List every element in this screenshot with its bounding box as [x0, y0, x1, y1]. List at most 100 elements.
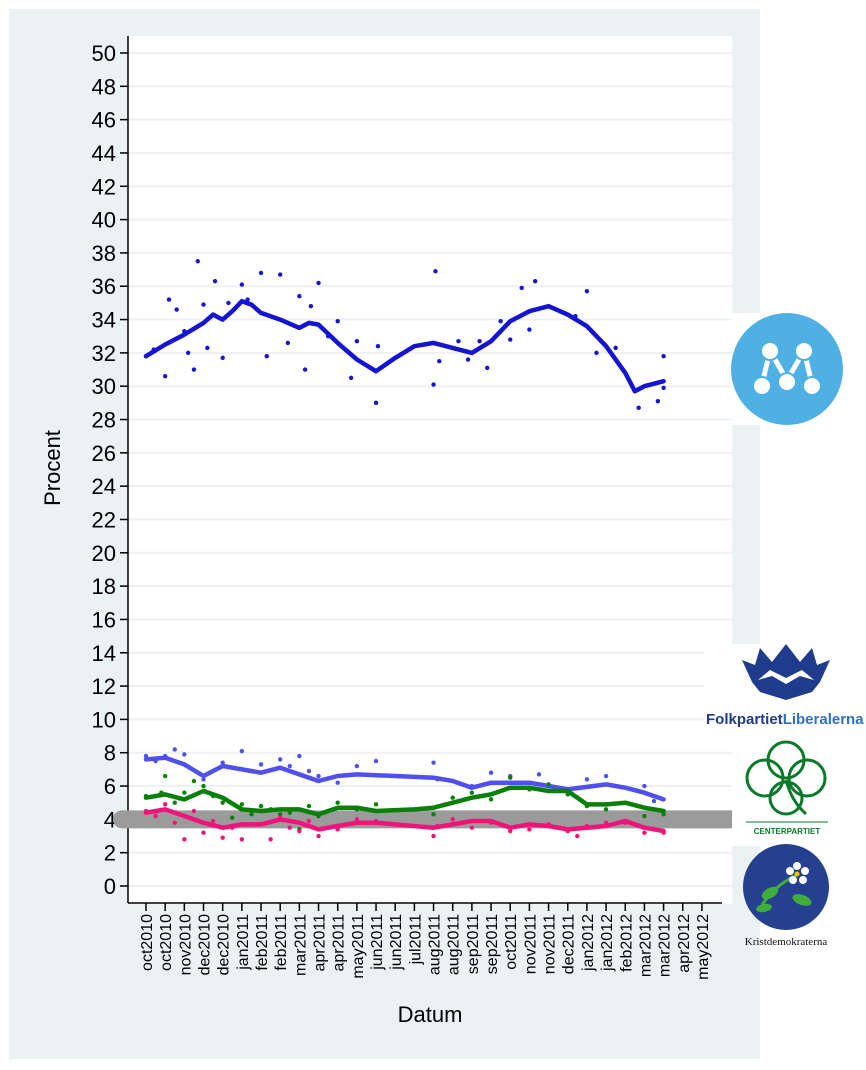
x-tick-label: feb2012: [618, 914, 635, 972]
x-tick-label: jun2011: [369, 914, 386, 971]
moderaterna-point: [661, 385, 666, 391]
moderaterna-point: [613, 345, 618, 351]
moderaterna-point: [485, 365, 490, 371]
centerpartiet-point: [306, 803, 312, 809]
moderaterna-point: [527, 327, 532, 332]
centerpartiet-logo: CENTERPARTIET: [732, 734, 866, 846]
centerpartiet-point: [431, 812, 436, 817]
x-tick-label: oct2010: [139, 914, 156, 971]
moderaterna-point: [584, 289, 590, 294]
y-tick-label: 18: [92, 574, 116, 599]
moderaterna-point: [519, 285, 524, 291]
x-tick-label: apr2011: [331, 914, 348, 972]
folkpartiet-point: [277, 757, 283, 762]
folkpartiet-logo-suffix: Liberalerna: [783, 711, 865, 728]
y-tick-label: 38: [92, 241, 116, 266]
folkpartiet-point: [182, 752, 187, 757]
kristdemokraterna-point: [191, 808, 197, 814]
moderaterna-point: [162, 374, 168, 379]
folkpartiet-point: [536, 772, 542, 777]
y-tick-label: 20: [92, 541, 116, 566]
kristdemokraterna-point: [306, 818, 312, 824]
x-tick-label: jan2012: [580, 914, 597, 972]
folkpartiet-point: [287, 763, 292, 769]
centerpartiet-point: [450, 795, 455, 800]
moderaterna-point: [375, 344, 381, 349]
centerpartiet-point: [508, 775, 513, 780]
x-tick-label: apr2012: [676, 914, 693, 973]
centerpartiet-point: [661, 812, 666, 817]
centerpartiet-point: [249, 812, 254, 817]
centerpartiet-point: [239, 802, 245, 807]
kristdemokraterna-logo-text: Kristdemokraterna: [745, 936, 828, 948]
kristdemokraterna-point: [450, 817, 455, 822]
moderaterna-point: [433, 269, 438, 274]
x-tick-label: jun2011: [388, 914, 405, 971]
moderaterna-point: [201, 302, 206, 307]
centerpartiet-point: [335, 800, 340, 805]
x-tick-label: feb2011: [254, 914, 271, 971]
y-tick-label: 44: [92, 141, 116, 166]
y-tick-label: 46: [92, 108, 116, 133]
centerpartiet-point: [191, 778, 197, 784]
kristdemokraterna-point: [153, 813, 158, 819]
x-axis-title: Datum: [398, 1002, 463, 1027]
kristdemokraterna-point: [172, 820, 177, 825]
x-tick-label: aug2011: [446, 914, 463, 975]
plot-area: [128, 36, 732, 904]
moderaterna-point: [205, 345, 210, 351]
folkpartiet-point: [258, 762, 264, 767]
centerpartiet-point: [162, 773, 168, 779]
x-tick-label: dec2010: [216, 914, 233, 975]
x-tick-label: feb2011: [273, 914, 290, 971]
centerpartiet-point: [220, 800, 225, 805]
folkpartiet-point: [201, 777, 206, 782]
y-tick-label: 50: [92, 41, 116, 66]
kristdemokraterna-series: [143, 802, 666, 842]
moderaterna-point: [456, 339, 461, 344]
moderaterna-point: [354, 339, 360, 344]
x-tick-label: oct2011: [503, 914, 520, 970]
y-axis-title: Procent: [40, 430, 65, 506]
moderaterna-point: [297, 294, 302, 299]
moderaterna-point: [285, 340, 291, 346]
y-tick-label: 26: [92, 441, 116, 466]
kristdemokraterna-point: [201, 830, 206, 835]
y-tick-label: 32: [92, 341, 116, 366]
moderaterna-point: [220, 355, 225, 361]
centerpartiet-point: [182, 790, 187, 795]
y-tick-label: 8: [104, 741, 116, 766]
moderaterna-point: [166, 297, 172, 302]
x-tick-label: oct2010: [158, 914, 175, 971]
y-tick-label: 0: [104, 874, 116, 899]
x-axis: oct2010 oct2010 nov2010 dec2010 dec2010 jan20…: [128, 902, 722, 980]
moderaterna-point: [212, 279, 218, 284]
y-tick-label: 40: [92, 208, 116, 233]
y-tick-label: 30: [92, 374, 116, 399]
x-tick-label: mar2011: [292, 914, 309, 976]
centerpartiet-point: [546, 782, 551, 787]
moderaterna-point: [277, 272, 283, 277]
moderaterna-point: [302, 367, 308, 372]
kristdemokraterna-point: [575, 833, 580, 839]
centerpartiet-trend-line: [143, 785, 666, 817]
y-tick-label: 36: [92, 274, 116, 299]
y-tick-label: 42: [92, 174, 116, 199]
y-tick-label: 6: [104, 774, 116, 799]
kristdemokraterna-point: [239, 837, 245, 842]
folkpartiet-point: [373, 758, 379, 764]
kristdemokraterna-point: [431, 833, 436, 839]
centerpartiet-point: [258, 803, 264, 809]
moderaterna-point: [431, 382, 436, 387]
kristdemokraterna-point: [162, 802, 168, 807]
centerpartiet-point: [277, 812, 283, 817]
moderaterna-point: [498, 319, 503, 324]
moderaterna-point: [594, 350, 599, 356]
y-tick-label: 12: [92, 674, 116, 699]
moderaterna-point: [316, 280, 321, 286]
kristdemokraterna-trend-line: [143, 807, 666, 834]
folkpartiet-logo-prefix: Folkpartiet: [706, 711, 783, 728]
x-tick-label: aug2011: [427, 914, 444, 975]
moderaterna-point: [348, 375, 354, 381]
folkpartiet-point: [306, 768, 312, 774]
